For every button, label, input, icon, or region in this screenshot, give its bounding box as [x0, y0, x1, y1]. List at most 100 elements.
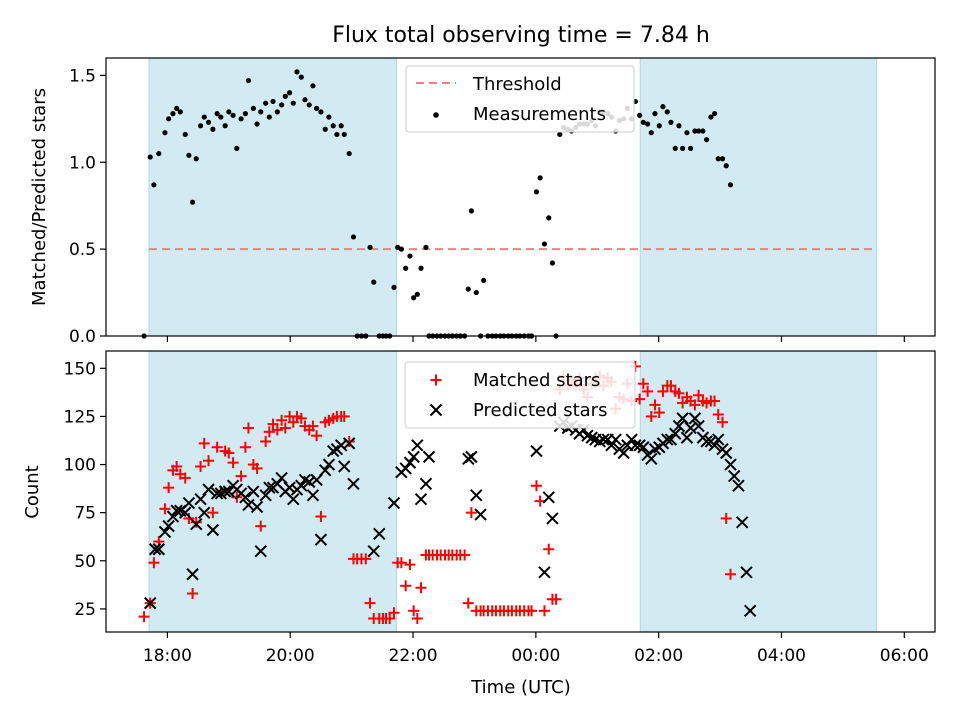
- predicted-stars-point-16-b: [210, 487, 224, 500]
- measurements-point-69: [423, 244, 429, 250]
- measurements-point-18: [218, 114, 224, 120]
- measurements-point-126: [648, 130, 654, 136]
- measurements-point-99: [541, 241, 548, 247]
- predicted-stars-point-37: [295, 479, 308, 492]
- predicted-stars-point-109-b: [708, 439, 721, 452]
- predicted-stars-point-64-b: [470, 489, 483, 502]
- xtick-label-4: 02:00: [634, 646, 683, 666]
- matched-stars-point-27: [251, 462, 263, 474]
- predicted-stars-point-91: [637, 441, 650, 454]
- measurements-point-134: [680, 145, 686, 151]
- measurements-point-31: [270, 98, 276, 105]
- predicted-stars-point-78: [585, 431, 598, 444]
- measurements-point-81: [468, 208, 474, 214]
- predicted-stars-point-48-b: [338, 460, 351, 473]
- count-ytick-label-2: 75: [74, 504, 96, 524]
- measurements-point-34: [282, 93, 288, 99]
- matched-legend-marker: [430, 374, 442, 386]
- predicted-stars-point-15: [206, 523, 220, 537]
- measurements-point-127: [652, 111, 658, 117]
- predicted-legend-label: Predicted stars: [473, 400, 607, 421]
- count-ytick-label-3: 100: [64, 456, 96, 476]
- matched-stars-point-0: [138, 611, 150, 623]
- predicted-stars-point-98: [664, 433, 678, 446]
- predicted-stars-point-83: [605, 439, 618, 452]
- predicted-stars-point-43: [319, 464, 332, 477]
- predicted-stars-point-68-b: [542, 491, 555, 504]
- predicted-stars-point-118-b: [743, 604, 757, 618]
- predicted-stars-point-109: [708, 439, 721, 452]
- measurements-point-44: [322, 126, 328, 132]
- matched-stars-point-102: [550, 593, 562, 605]
- ratio-shaded-window-0: [148, 57, 397, 337]
- matched-stars-point-129: [657, 385, 669, 397]
- matched-stars-point-65: [404, 559, 416, 571]
- measurements-point-137: [692, 128, 698, 134]
- predicted-stars-point-38-b: [298, 473, 312, 487]
- measurements-point-64: [403, 265, 409, 271]
- matched-stars-point-134: [677, 397, 689, 409]
- matched-stars-point-2: [148, 557, 160, 569]
- predicted-stars-point-44: [322, 458, 336, 471]
- predicted-stars-point-39-b: [303, 475, 316, 489]
- measurements-point-37: [294, 69, 300, 75]
- matched-stars-point-124: [637, 378, 649, 390]
- predicted-stars-point-25: [247, 485, 260, 498]
- measurements-point-13: [197, 123, 204, 129]
- measurements-point-47: [334, 131, 340, 138]
- matched-stars-point-143: [712, 409, 724, 421]
- measurements-point-19: [222, 123, 228, 129]
- matched-stars-point-64: [400, 580, 412, 592]
- matched-stars-point-63: [395, 557, 407, 569]
- predicted-stars-point-68: [542, 491, 555, 504]
- predicted-stars-point-63: [465, 450, 478, 464]
- measurements-point-20: [226, 109, 232, 115]
- matched-stars-point-25: [242, 422, 254, 434]
- predicted-stars-point-117-b: [740, 566, 753, 579]
- predicted-stars-point-100-b: [672, 419, 686, 433]
- predicted-stars-point-88: [625, 433, 638, 446]
- matched-stars-point-81: [465, 507, 477, 519]
- measurements-point-80: [465, 286, 471, 292]
- measurements-point-10: [186, 152, 192, 158]
- measurements-point-67: [414, 291, 420, 297]
- predicted-stars-point-116-b: [735, 516, 749, 529]
- predicted-stars-point-8-b: [179, 506, 192, 519]
- matched-stars-point-123: [634, 393, 646, 405]
- predicted-stars-point-88-b: [625, 433, 638, 446]
- matched-stars-point-29: [260, 435, 272, 447]
- predicted-stars-point-69: [546, 512, 559, 525]
- predicted-stars-point-116: [735, 516, 749, 529]
- predicted-stars-point-45-b: [327, 444, 340, 458]
- predicted-stars-point-27: [254, 544, 267, 558]
- measurements-point-140: [703, 137, 710, 143]
- predicted-stars-point-45: [327, 444, 340, 458]
- predicted-stars-point-32: [275, 471, 288, 485]
- predicted-stars-point-86-b: [617, 446, 630, 460]
- predicted-stars-point-9-b: [182, 496, 196, 510]
- measurements-point-38: [298, 74, 304, 80]
- measurements-point-50: [346, 150, 352, 157]
- measurements-point-125: [645, 121, 651, 127]
- predicted-stars-point-14: [202, 483, 215, 496]
- measurements-point-15: [205, 119, 212, 125]
- xtick-label-2: 22:00: [389, 646, 438, 666]
- matched-stars-point-146: [725, 568, 737, 580]
- xtick-label-5: 04:00: [757, 646, 806, 666]
- predicted-stars-point-10-b: [186, 568, 199, 581]
- predicted-stars-point-32-b: [275, 471, 288, 485]
- matched-stars-point-127: [649, 399, 661, 411]
- matched-stars-point-79: [459, 549, 471, 561]
- measurements-point-6: [170, 111, 176, 117]
- predicted-stars-point-63-b: [465, 450, 478, 464]
- predicted-stars-point-97: [661, 433, 674, 446]
- predicted-stars-point-29: [263, 481, 276, 494]
- predicted-stars-point-83-b: [605, 439, 618, 452]
- matched-stars-point-131: [665, 380, 677, 392]
- measurements-point-146: [727, 182, 734, 188]
- measurements-point-100: [546, 215, 552, 221]
- predicted-stars-point-104-b: [688, 412, 702, 425]
- predicted-stars-point-78-b: [585, 431, 598, 444]
- predicted-stars-point-4: [162, 519, 175, 533]
